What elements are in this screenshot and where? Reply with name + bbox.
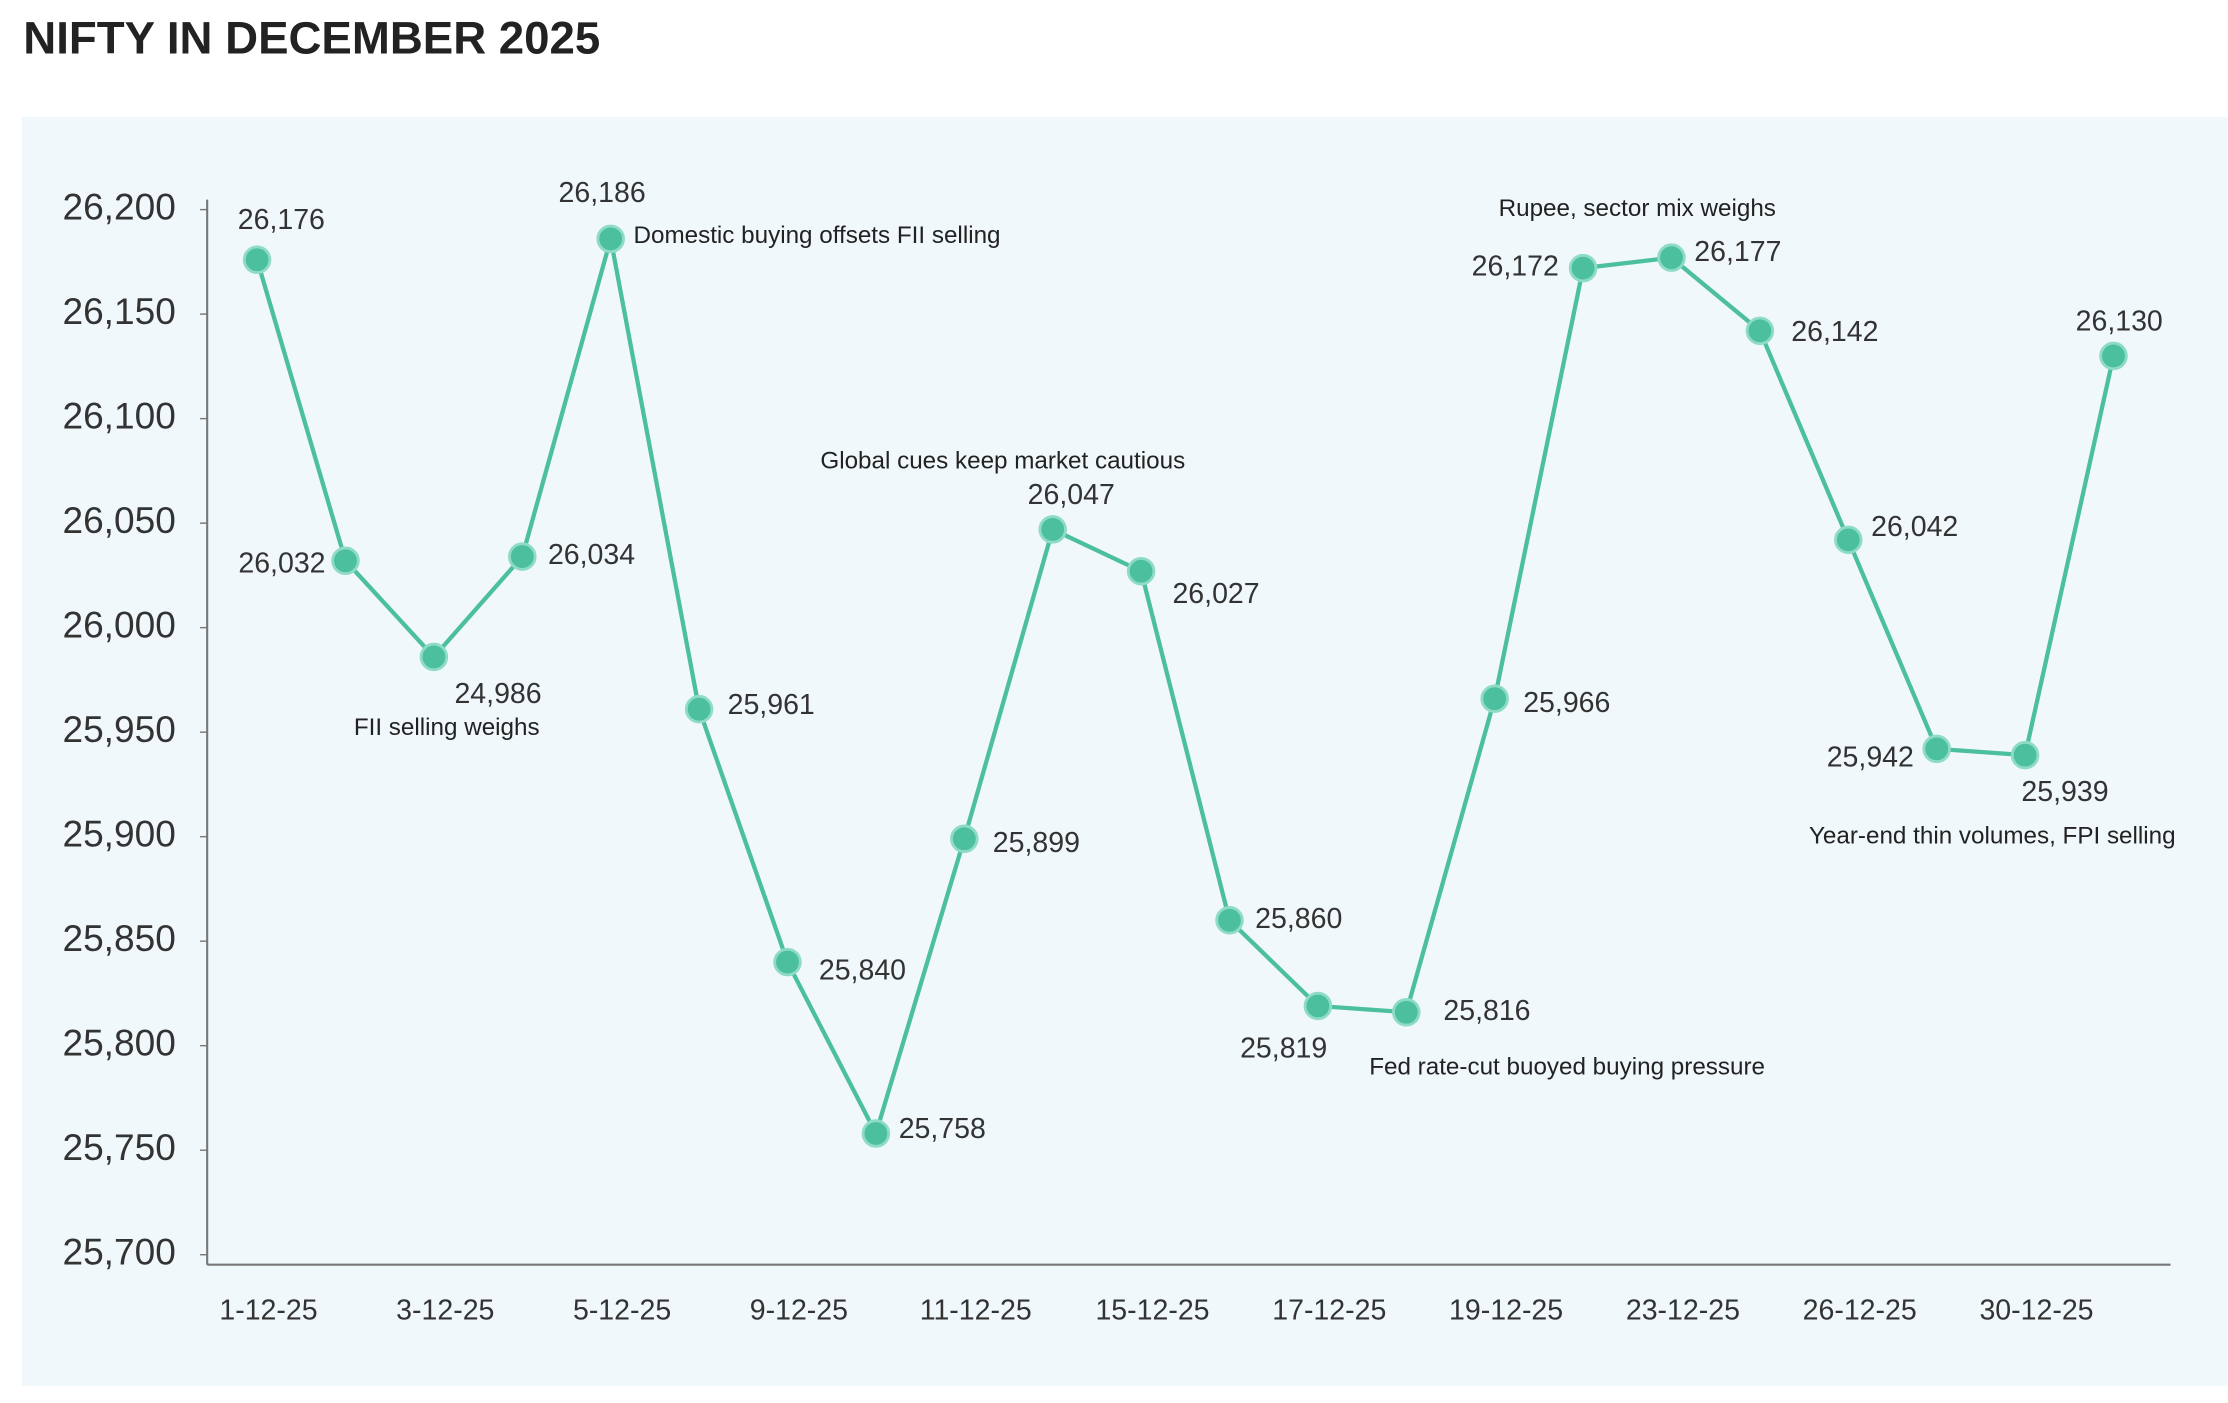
data-label: 25,840 <box>819 955 906 987</box>
annotation: Year-end thin volumes, FPI selling <box>1809 822 2176 849</box>
x-tick-label: 11-12-25 <box>920 1294 1032 1326</box>
marker <box>242 245 272 275</box>
marker <box>331 546 360 576</box>
x-tick-label: 19-12-25 <box>1449 1294 1563 1326</box>
x-tick-label: 3-12-25 <box>396 1294 494 1326</box>
chart-panel <box>21 116 2228 1386</box>
marker <box>419 642 449 672</box>
marker <box>1215 906 1244 935</box>
y-tick-label: 26,000 <box>62 603 175 645</box>
marker <box>2099 341 2128 371</box>
marker <box>1480 684 1509 713</box>
marker <box>1303 991 1333 1021</box>
data-label: 25,860 <box>1255 903 1342 935</box>
marker <box>1126 556 1156 586</box>
data-label: 26,177 <box>1694 236 1781 268</box>
marker <box>861 1119 891 1148</box>
marker <box>2010 740 2040 770</box>
marker <box>1657 243 1686 272</box>
marker <box>1038 515 1067 544</box>
data-label: 26,130 <box>2076 306 2163 338</box>
annotation: Global cues keep market cautious <box>820 447 1185 474</box>
data-label: 25,899 <box>993 827 1080 859</box>
data-label: 25,961 <box>728 689 815 721</box>
data-label: 25,816 <box>1443 995 1530 1027</box>
annotation: Domestic buying offsets FII selling <box>634 222 1001 249</box>
annotation: FII selling weighs <box>354 714 540 741</box>
data-label: 26,172 <box>1472 251 1559 283</box>
data-label: 24,986 <box>454 678 541 710</box>
data-label: 25,939 <box>2021 776 2108 808</box>
marker <box>508 542 537 571</box>
marker <box>1568 253 1598 283</box>
marker <box>596 224 625 254</box>
y-tick-label: 25,800 <box>62 1021 175 1063</box>
data-label: 25,819 <box>1240 1033 1327 1065</box>
y-tick-label: 26,200 <box>62 185 175 227</box>
marker <box>1392 997 1421 1027</box>
x-tick-label: 26-12-25 <box>1803 1294 1917 1326</box>
data-label: 26,142 <box>1791 316 1878 348</box>
data-label: 26,032 <box>238 548 325 580</box>
y-tick-label: 25,950 <box>62 708 175 750</box>
data-label: 26,176 <box>238 204 325 236</box>
data-label: 26,042 <box>1871 511 1958 543</box>
x-tick-label: 23-12-25 <box>1626 1294 1740 1326</box>
y-tick-label: 26,050 <box>62 499 175 541</box>
marker <box>1745 316 1775 346</box>
data-label: 25,758 <box>899 1113 986 1145</box>
x-tick-label: 1-12-25 <box>219 1294 317 1326</box>
marker <box>1922 734 1951 764</box>
marker <box>773 947 802 977</box>
y-tick-label: 25,750 <box>62 1126 175 1168</box>
y-tick-label: 25,700 <box>62 1231 175 1273</box>
annotation: Rupee, sector mix weighs <box>1499 195 1776 222</box>
data-label: 26,047 <box>1028 479 1115 511</box>
marker <box>684 694 714 724</box>
x-tick-label: 15-12-25 <box>1095 1294 1209 1326</box>
data-label: 26,027 <box>1172 578 1259 610</box>
line <box>255 238 2116 1140</box>
y-tick-label: 25,900 <box>62 812 175 854</box>
x-tick-label: 30-12-25 <box>1979 1294 2093 1326</box>
data-label: 25,942 <box>1827 741 1914 773</box>
x-tick-label: 17-12-25 <box>1272 1294 1386 1326</box>
marker <box>950 824 979 854</box>
data-label: 26,034 <box>548 539 635 571</box>
x-tick-label: 5-12-25 <box>573 1294 671 1326</box>
marker <box>1834 525 1863 555</box>
data-label: 25,966 <box>1523 687 1610 719</box>
annotation: Fed rate-cut buoyed buying pressure <box>1369 1053 1765 1080</box>
chart-title: NIFTY IN DECEMBER 2025 <box>23 12 600 63</box>
y-tick-label: 26,100 <box>62 394 175 436</box>
y-tick-label: 26,150 <box>62 290 175 332</box>
data-label: 26,186 <box>559 177 646 209</box>
y-tick-label: 25,850 <box>62 917 175 959</box>
x-tick-label: 9-12-25 <box>750 1294 848 1326</box>
